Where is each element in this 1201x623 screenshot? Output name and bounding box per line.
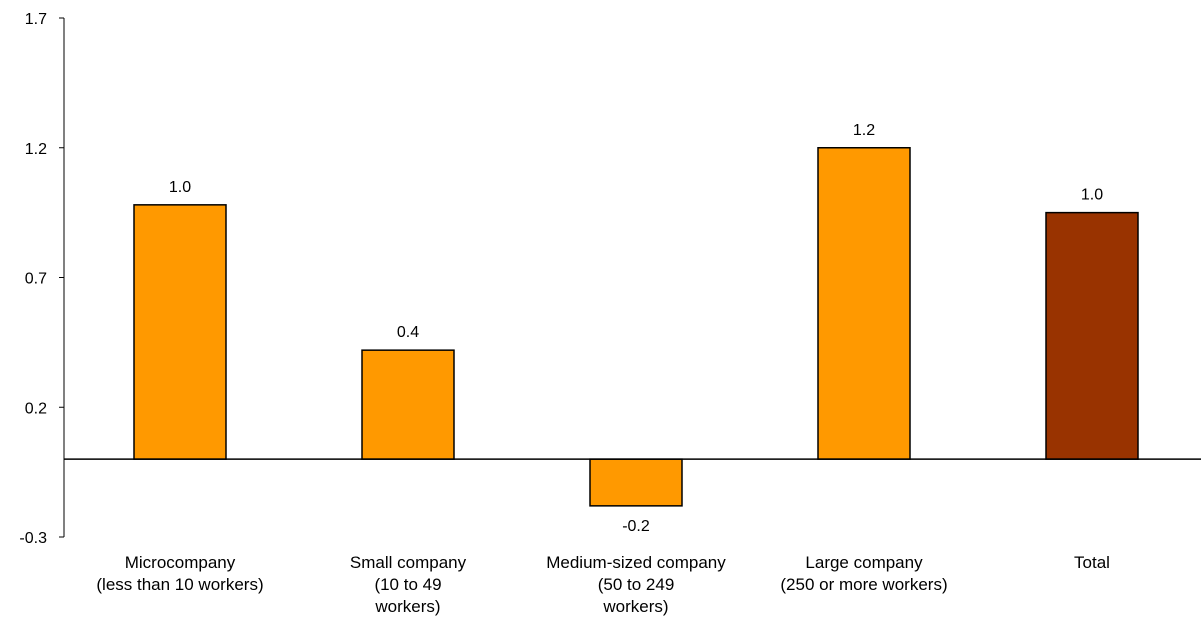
bar <box>589 458 683 507</box>
category-labels: Microcompany (less than 10 workers) Small … <box>96 553 1110 616</box>
category-label-line: Medium-sized company <box>546 553 726 572</box>
y-tick-label: -0.3 <box>19 530 47 547</box>
data-label: 1.0 <box>1081 187 1103 204</box>
bars <box>64 147 1201 507</box>
category-label-line: workers) <box>374 597 440 616</box>
y-tick-label: 0.7 <box>25 271 47 288</box>
y-tick-label: 1.7 <box>25 11 47 28</box>
bar <box>817 147 911 460</box>
category-label-line: (less than 10 workers) <box>96 575 263 594</box>
data-label: -0.2 <box>622 518 650 535</box>
category-label-line: (250 or more workers) <box>780 575 947 594</box>
category-label-line: Small company <box>350 553 467 572</box>
data-label: 1.2 <box>853 122 875 139</box>
category-label-line: Microcompany <box>125 553 236 572</box>
category-label-line: (50 to 249 <box>598 575 675 594</box>
bar <box>1045 211 1139 460</box>
data-label: 1.0 <box>169 179 191 196</box>
category-label-line: Total <box>1074 553 1110 572</box>
y-tick-label: 1.2 <box>25 141 47 158</box>
category-label: Medium-sized company (50 to 249 workers) <box>546 553 726 616</box>
category-label-line: Large company <box>805 553 923 572</box>
category-label: Large company (250 or more workers) <box>780 553 947 594</box>
data-labels: 1.0 0.4 -0.2 1.2 1.0 <box>169 122 1103 535</box>
y-tick-label: 0.2 <box>25 400 47 417</box>
bar <box>133 204 227 460</box>
bar <box>361 349 455 460</box>
category-label-line: (10 to 49 <box>374 575 441 594</box>
category-label: Total <box>1074 553 1110 572</box>
category-label-line: workers) <box>602 597 668 616</box>
category-label: Microcompany (less than 10 workers) <box>96 553 263 594</box>
category-label: Small company (10 to 49 workers) <box>350 553 467 616</box>
y-axis: -0.3 0.2 0.7 1.2 1.7 <box>19 11 65 547</box>
data-label: 0.4 <box>397 324 419 341</box>
